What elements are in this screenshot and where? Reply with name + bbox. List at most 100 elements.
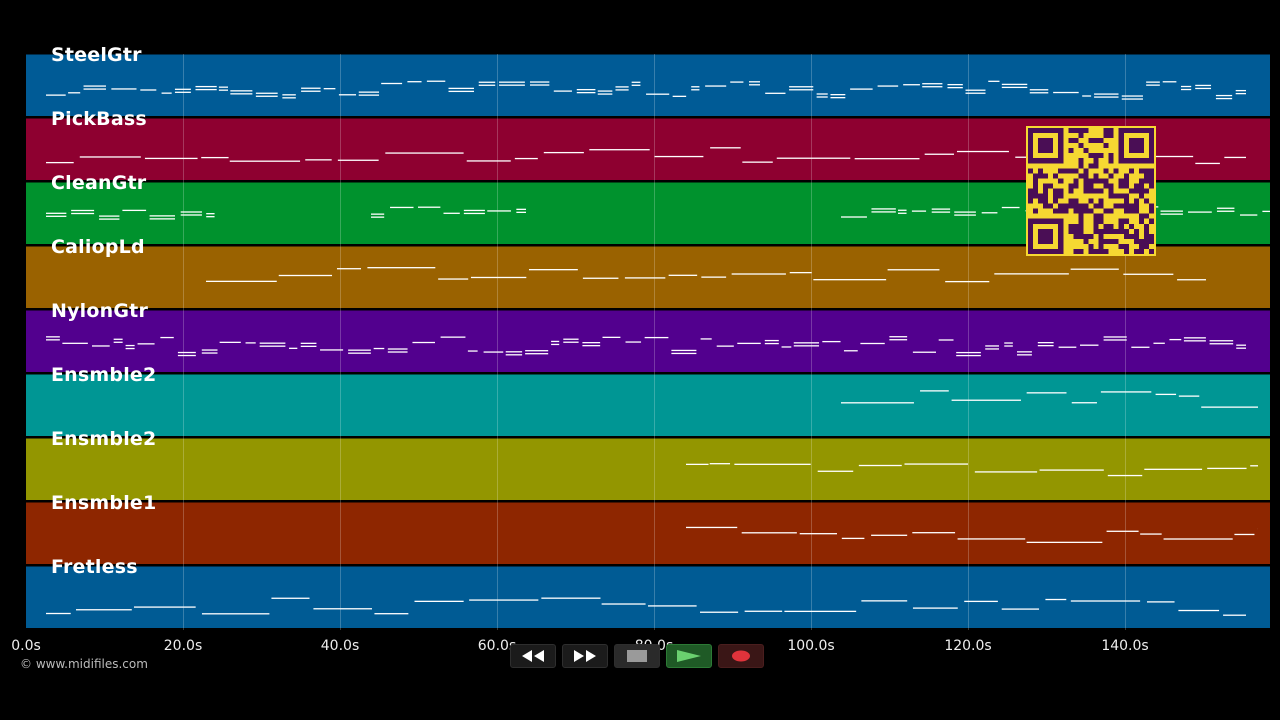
note-segment: [218, 86, 228, 88]
note-segment: [784, 610, 857, 613]
track-label: Fretless: [51, 556, 138, 578]
note-segment: [1037, 345, 1054, 347]
note-segment: [601, 603, 646, 605]
note-segment: [644, 336, 669, 339]
note-segment: [957, 538, 1026, 540]
record-button[interactable]: [718, 644, 764, 668]
track-row[interactable]: Ensmble2: [26, 364, 1270, 436]
track-row[interactable]: CaliopLd: [26, 236, 1270, 308]
note-segment: [201, 349, 218, 351]
note-segment: [816, 93, 828, 95]
note-segment: [1106, 530, 1139, 532]
note-segment: [964, 600, 998, 603]
note-segment: [83, 85, 106, 87]
note-segment: [528, 269, 578, 271]
note-segment: [981, 212, 998, 214]
note-segment: [195, 85, 217, 88]
track-notes: [206, 267, 1206, 283]
note-segment: [282, 97, 296, 99]
qr-code[interactable]: [1026, 126, 1156, 256]
stop-button[interactable]: [614, 644, 660, 668]
note-segment: [278, 274, 333, 277]
note-segment: [947, 83, 963, 86]
note-segment: [1234, 533, 1255, 536]
note-segment: [499, 81, 525, 83]
note-segment: [871, 534, 908, 536]
note-segment: [160, 336, 174, 339]
note-segment: [860, 342, 885, 345]
note-segment: [1107, 474, 1143, 477]
track-row[interactable]: Fretless: [26, 556, 1270, 628]
note-segment: [271, 597, 310, 599]
note-segment: [1162, 81, 1177, 83]
time-tick: 60.0s: [477, 638, 517, 654]
track-row[interactable]: Ensmble2: [26, 428, 1270, 500]
note-segment: [1177, 279, 1206, 281]
note-segment: [1209, 343, 1234, 345]
note-segment: [206, 213, 215, 215]
play-button[interactable]: [666, 644, 712, 668]
note-segment: [387, 348, 408, 350]
time-tick: 100.0s: [787, 638, 835, 654]
note-segment: [686, 463, 709, 466]
note-segment: [631, 84, 641, 86]
track-row[interactable]: NylonGtr: [26, 300, 1270, 372]
note-segment: [985, 345, 999, 347]
note-segment: [46, 339, 60, 341]
note-segment: [931, 208, 951, 210]
note-segment: [245, 342, 256, 344]
note-segment: [843, 350, 858, 352]
track-row[interactable]: Ensmble1: [26, 492, 1270, 564]
note-segment: [924, 153, 954, 155]
note-segment: [358, 91, 380, 93]
note-segment: [46, 612, 71, 615]
note-segment: [470, 276, 527, 279]
note-segment: [414, 600, 464, 602]
rewind-button[interactable]: [510, 644, 556, 668]
note-segment: [301, 90, 321, 92]
note-segment: [438, 278, 469, 280]
note-segment: [1146, 81, 1160, 83]
note-segment: [1262, 210, 1270, 213]
note-segment: [1250, 465, 1258, 467]
record-icon: [732, 650, 750, 662]
note-segment: [463, 209, 485, 212]
note-segment: [320, 349, 344, 351]
note-segment: [516, 211, 526, 213]
note-segment: [686, 526, 738, 529]
track-row[interactable]: SteelGtr: [26, 44, 1270, 116]
note-segment: [92, 345, 110, 347]
note-segment: [945, 280, 990, 283]
note-segment: [887, 269, 940, 271]
note-segment: [1201, 406, 1258, 408]
note-segment: [1160, 210, 1183, 212]
note-segment: [1178, 395, 1200, 397]
note-segment: [1123, 273, 1174, 275]
note-segment: [1195, 162, 1220, 165]
note-segment: [822, 340, 841, 343]
note-segment: [861, 600, 908, 602]
note-segment: [854, 158, 920, 160]
note-segment: [71, 209, 95, 212]
track-label: Ensmble2: [51, 428, 157, 450]
track-notes: [686, 463, 1258, 477]
note-segment: [1178, 609, 1220, 612]
note-segment: [742, 161, 773, 163]
note-segment: [125, 347, 135, 350]
note-segment: [922, 86, 943, 88]
note-segment: [385, 152, 464, 154]
note-segment: [412, 341, 436, 344]
fast-forward-button[interactable]: [562, 644, 608, 668]
note-segment: [125, 344, 135, 347]
note-segment: [149, 215, 175, 217]
note-segment: [898, 209, 907, 211]
note-segment: [931, 211, 951, 213]
note-segment: [440, 336, 466, 338]
note-segment: [1146, 601, 1175, 603]
note-segment: [259, 342, 286, 344]
note-segment: [46, 161, 74, 164]
note-segment: [1155, 393, 1177, 396]
note-segment: [1001, 206, 1020, 209]
note-segment: [1207, 467, 1247, 470]
